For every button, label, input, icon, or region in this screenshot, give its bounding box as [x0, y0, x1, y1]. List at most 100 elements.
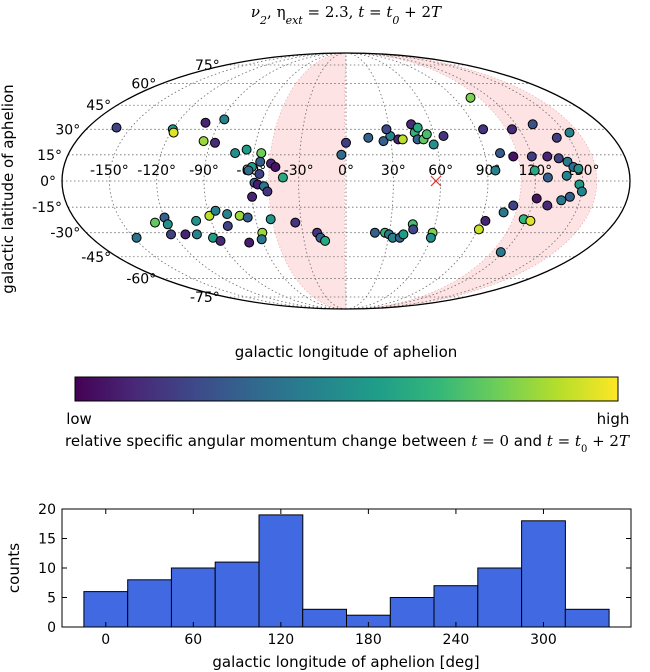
x-tick-label: 120	[267, 632, 294, 648]
scatter-point	[398, 229, 409, 240]
scatter-point	[490, 165, 501, 176]
scatter-point	[526, 151, 537, 162]
meridian	[203, 53, 347, 309]
scatter-point	[397, 134, 408, 145]
x-tick-label: 180	[355, 632, 382, 648]
lat-tick-label: -30°	[50, 226, 80, 242]
reference-marker-cross	[430, 175, 442, 187]
scatter-point	[428, 139, 439, 150]
scatter-point	[191, 215, 202, 226]
x-tick-label: 240	[443, 632, 470, 648]
scatter-point	[553, 153, 564, 164]
scatter-point	[222, 209, 233, 220]
scatter-point	[564, 191, 575, 202]
map-ylabel: galactic latitude of aphelion	[0, 84, 17, 293]
scatter-point	[381, 124, 392, 135]
scatter-point	[573, 163, 584, 174]
scatter-point	[234, 210, 245, 221]
scatter-point	[270, 162, 281, 172]
scatter-point	[262, 186, 273, 197]
scatter-point	[408, 224, 419, 235]
scatter-point	[198, 136, 209, 147]
lat-tick-label: 75°	[195, 58, 220, 74]
lat-tick-label: -75°	[190, 290, 220, 306]
scatter-point	[542, 200, 553, 211]
map-boundary	[61, 52, 631, 310]
histogram-xlabel: galactic longitude of aphelion [deg]	[212, 653, 479, 671]
lon-tick-label: 0°	[338, 163, 354, 179]
map-grid	[62, 53, 630, 309]
scatter-point	[290, 217, 301, 228]
scatter-point	[210, 137, 220, 148]
scatter-point	[162, 219, 173, 230]
lat-tick-label: 15°	[37, 148, 62, 164]
x-tick-label: 0	[101, 632, 110, 648]
meridian	[345, 53, 394, 309]
scatter-point	[230, 148, 241, 159]
histogram-bar	[127, 579, 172, 628]
map-xlabel: galactic longitude of aphelion	[235, 343, 458, 361]
histogram-bar	[83, 591, 129, 628]
y-tick-label: 0	[47, 620, 56, 636]
scatter-point	[527, 119, 538, 130]
scatter-point	[336, 149, 347, 160]
scatter-point	[551, 132, 562, 143]
scatter-point	[495, 247, 506, 258]
histogram-bar	[258, 514, 304, 628]
lon-tick-labels: -150°-120°-90°-60°-30°0°30°60°90°120°150…	[90, 163, 600, 179]
histogram-bar	[433, 585, 479, 628]
colorbar-high-label: high	[597, 410, 630, 428]
band-east	[345, 53, 598, 309]
colorbar-low-label: low	[66, 410, 92, 428]
lat-tick-label: 0°	[40, 174, 56, 190]
histogram-ylabel: counts	[5, 543, 23, 593]
y-tick-label: 20	[38, 502, 56, 518]
lat-tick-label: 60°	[131, 76, 156, 92]
scatter-point	[480, 215, 491, 226]
scatter-point	[210, 205, 221, 216]
scatter-point	[508, 200, 519, 211]
scatter-point	[525, 215, 536, 226]
scatter-point	[215, 235, 226, 246]
scatter-points	[111, 92, 587, 258]
scatter-point	[222, 221, 233, 231]
scatter-point	[561, 170, 572, 181]
scatter-point	[180, 229, 191, 240]
scatter-point	[507, 124, 517, 135]
scatter-point	[191, 229, 202, 240]
scatter-point	[542, 151, 553, 162]
histogram-bar	[170, 567, 216, 628]
scatter-point	[556, 195, 567, 206]
y-tick-label: 10	[38, 561, 56, 577]
lat-tick-label: -60°	[126, 272, 156, 288]
lat-tick-label: 30°	[55, 122, 80, 138]
scatter-point	[131, 232, 142, 243]
histogram-bar	[302, 608, 348, 628]
scatter-point	[341, 137, 351, 148]
lon-tick-label: -30°	[284, 163, 314, 179]
scatter-point	[320, 235, 331, 246]
histogram-bar	[389, 597, 435, 628]
scatter-point	[166, 229, 176, 240]
histogram-bar	[521, 520, 566, 628]
histogram-ticks: 0 60 120 180 240 300 0 5 10 15 20	[38, 502, 631, 648]
map-title: ν2, ηext = 2.3, t = t0 + 2T	[251, 3, 442, 27]
reference-marker	[430, 175, 442, 187]
lon-tick-label: -90°	[189, 163, 219, 179]
histogram-bar	[564, 608, 610, 628]
y-tick-label: 5	[47, 591, 56, 607]
scatter-point	[369, 227, 380, 238]
scatter-point	[244, 237, 255, 248]
lat-tick-label: 45°	[86, 98, 111, 114]
histogram-bar	[477, 567, 523, 628]
scatter-point	[529, 165, 540, 176]
scatter-point	[255, 156, 266, 167]
scatter-point	[564, 127, 575, 138]
meridian	[250, 53, 347, 309]
scatter-point	[243, 165, 254, 176]
lat-tick-label: -15°	[32, 200, 62, 216]
scatter-point	[495, 148, 505, 159]
meridian	[108, 53, 347, 309]
lon-tick-label: -150°	[90, 163, 129, 179]
